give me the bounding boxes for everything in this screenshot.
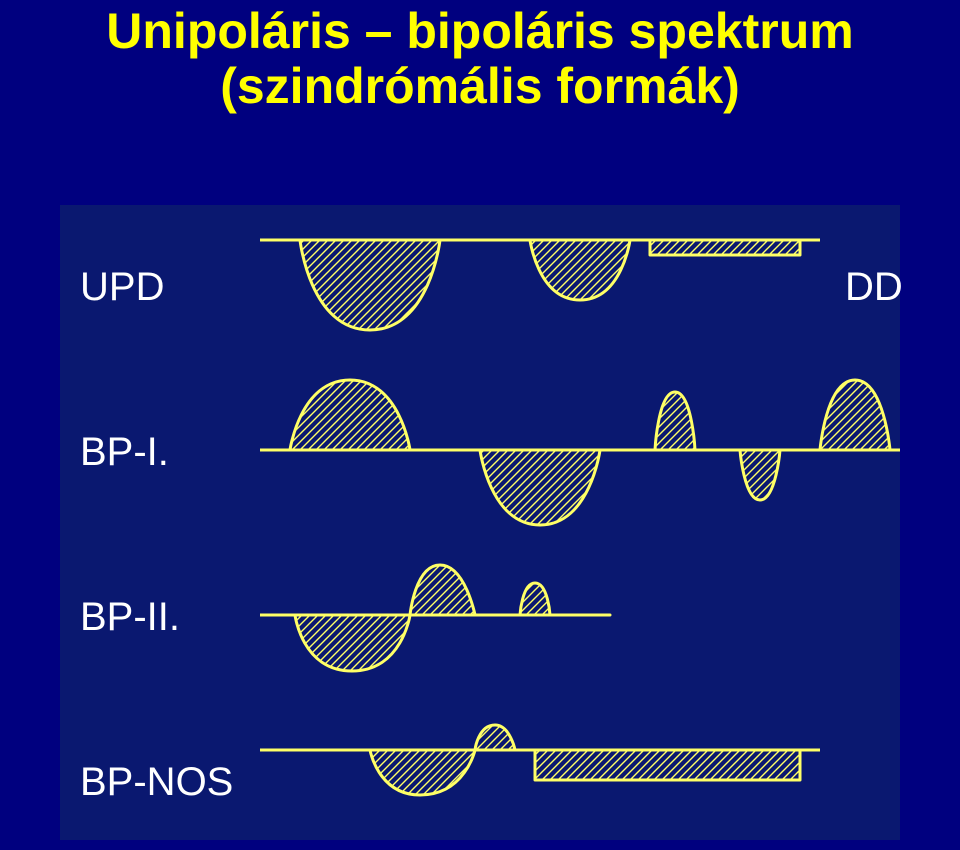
episode-nos1 bbox=[370, 725, 515, 795]
row-label-bp1: BP-I. bbox=[80, 430, 169, 475]
episode-upd1 bbox=[300, 240, 440, 330]
episode-bp1e bbox=[820, 380, 890, 450]
episode-bp1c bbox=[655, 392, 695, 450]
row-label-bpnos: BP-NOS bbox=[80, 760, 233, 805]
episode-upd2 bbox=[530, 240, 630, 300]
episode-bp2b bbox=[520, 583, 550, 615]
episode-bp2a bbox=[295, 565, 520, 671]
page-title: Unipoláris – bipoláris spektrum (szindró… bbox=[0, 0, 960, 114]
waveform-bpnos bbox=[260, 710, 820, 825]
episode-upd3 bbox=[650, 240, 800, 255]
row-label-upd: UPD bbox=[80, 265, 164, 310]
title-line1: Unipoláris – bipoláris spektrum bbox=[0, 4, 960, 59]
episode-nos2 bbox=[535, 750, 800, 780]
episode-bp1b bbox=[480, 450, 600, 525]
title-line2: (szindrómális formák) bbox=[0, 59, 960, 114]
row-label-upd-right: DD bbox=[845, 265, 903, 310]
episode-bp1d bbox=[740, 450, 780, 500]
episode-bp1a bbox=[290, 380, 410, 450]
row-label-bp2: BP-II. bbox=[80, 595, 180, 640]
waveform-bp1 bbox=[260, 370, 900, 530]
waveform-upd bbox=[260, 220, 820, 355]
waveform-bp2 bbox=[260, 545, 660, 675]
